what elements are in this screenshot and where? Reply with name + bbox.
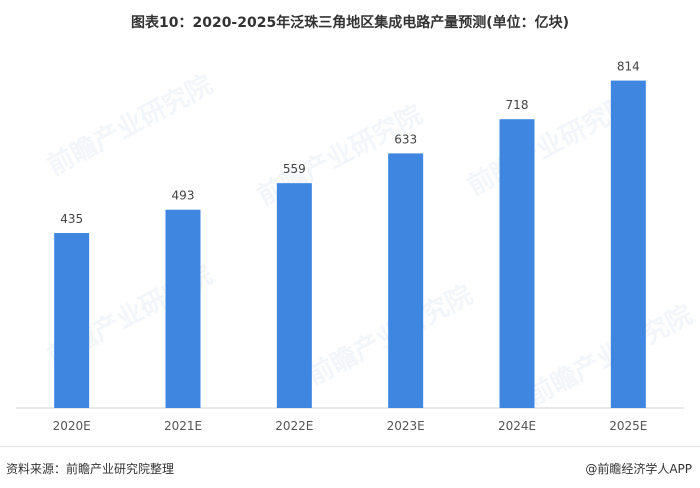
data-label-2022E: 559 (283, 162, 306, 176)
bar-2023E (388, 153, 424, 408)
bar-2025E (610, 80, 646, 408)
x-tick-label-2024E: 2024E (498, 419, 536, 433)
data-label-2020E: 435 (60, 212, 83, 226)
data-label-2023E: 633 (394, 132, 417, 146)
bar-2021E (165, 209, 201, 408)
x-tick-label-2022E: 2022E (275, 419, 313, 433)
data-label-2021E: 493 (172, 189, 195, 203)
footer: 资料来源：前瞻产业研究院整理 @前瞻经济学人APP (0, 446, 700, 488)
x-tick-label-2023E: 2023E (387, 419, 425, 433)
bar-chart: 435 2020E 493 2021E 559 2022E 633 2023E 718 2024E… (16, 60, 684, 433)
brand-credit: @前瞻经济学人APP (585, 462, 692, 476)
x-tick-label-2021E: 2021E (164, 419, 202, 433)
x-tick-label-2020E: 2020E (53, 419, 91, 433)
data-label-2024E: 718 (506, 98, 529, 112)
chart-title: 图表10：2020-2025年泛珠三角地区集成电路产量预测(单位：亿块) (130, 15, 570, 31)
source-note: 资料来源：前瞻产业研究院整理 (6, 462, 175, 476)
x-tick-label-2025E: 2025E (609, 419, 647, 433)
footer-divider (0, 446, 700, 447)
bar-2020E (54, 233, 90, 408)
bar-2024E (499, 119, 535, 409)
data-label-2025E: 814 (617, 60, 640, 74)
bar-2022E (276, 183, 312, 408)
